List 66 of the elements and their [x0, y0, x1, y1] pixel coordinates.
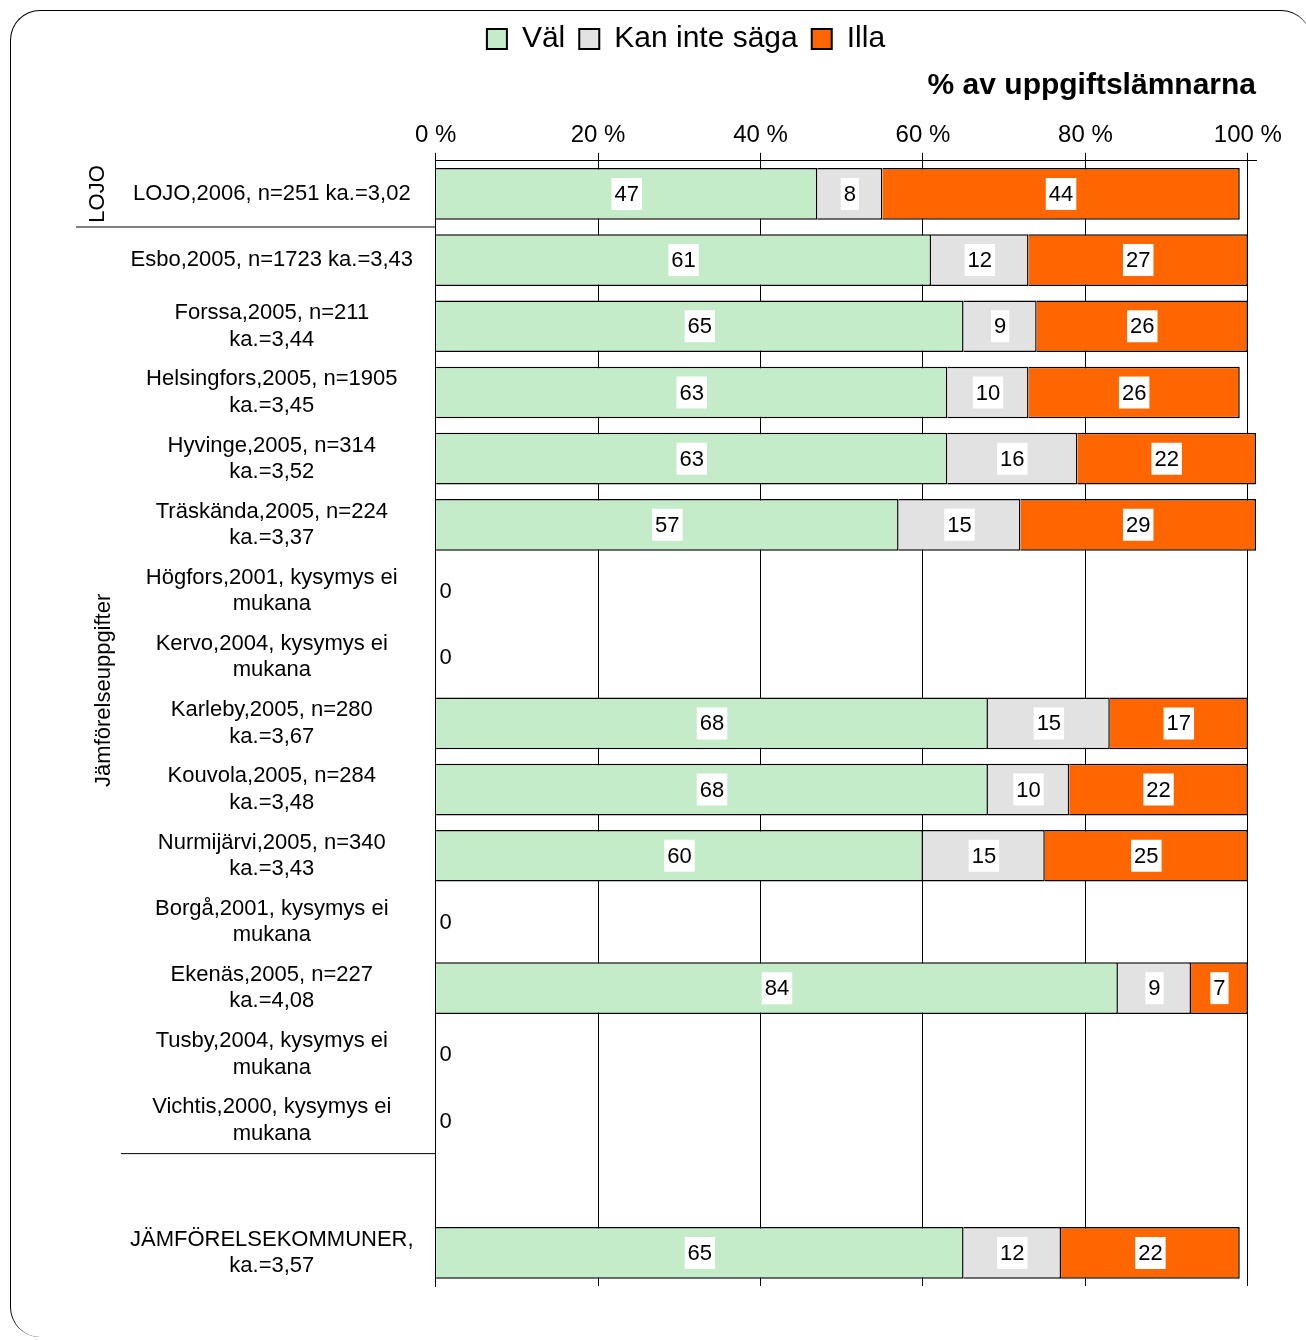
- y-tick-label: Borgå,2001, kysymys ei mukana: [155, 894, 389, 947]
- y-tick-label: Kouvola,2005, n=284 ka.=3,48: [167, 762, 377, 814]
- y-tick-label: Högfors,2001, kysymys ei mukana: [145, 563, 398, 616]
- data-label: 17: [1166, 710, 1192, 736]
- data-label: 15: [1036, 710, 1062, 736]
- data-label: 68: [699, 776, 725, 802]
- data-label: 0: [439, 909, 452, 935]
- data-label: 57: [655, 511, 680, 537]
- data-label: 10: [1016, 776, 1041, 802]
- y-tick-label: Hyvinge,2005, n=314 ka.=3,52: [167, 431, 377, 483]
- y-tick-label: Karleby,2005, n=280 ka.=3,67: [170, 696, 373, 748]
- data-label: 15: [971, 842, 997, 868]
- data-label: 0: [439, 1041, 452, 1067]
- data-label: 25: [1134, 842, 1159, 868]
- y-tick-label: Esbo,2005, n=1723 ka.=3,43: [130, 246, 414, 272]
- y-tick-label: Forssa,2005, n=211 ka.=3,44: [174, 299, 370, 351]
- data-label: 9: [994, 313, 1007, 339]
- y-tick-label: Vichtis,2000, kysymys ei mukana: [152, 1093, 392, 1145]
- data-label: 22: [1146, 776, 1171, 802]
- data-label: 12: [967, 247, 993, 273]
- x-tick-label: 80 %: [1058, 120, 1113, 148]
- x-axis-title: % av uppgiftslämnarna: [927, 67, 1257, 101]
- data-label: 29: [1125, 511, 1151, 537]
- y-tick-label: JÄMFÖRELSEKOMMUNER, ka.=3,57: [129, 1225, 414, 1278]
- y-tick-label: Nurmijärvi,2005, n=340 ka.=3,43: [157, 828, 386, 881]
- y-tick-label: Helsingfors,2005, n=1905 ka.=3,45: [146, 365, 398, 417]
- data-label: 68: [699, 710, 725, 736]
- data-label: 10: [975, 379, 1001, 405]
- data-label: 0: [439, 1107, 452, 1133]
- x-tick-label: 20 %: [570, 120, 626, 148]
- data-label: 26: [1130, 313, 1155, 339]
- data-label: 63: [679, 379, 704, 405]
- data-label: 12: [1000, 1239, 1025, 1265]
- data-label: 44: [1048, 180, 1074, 206]
- data-label: 0: [439, 644, 452, 670]
- y-tick-label: Tusby,2004, kysymys ei mukana: [155, 1027, 388, 1079]
- data-label: 84: [764, 975, 790, 1001]
- legend-label: Illa: [846, 20, 886, 54]
- data-label: 65: [687, 1239, 713, 1265]
- y-tick-label: Träskända,2005, n=224 ka.=3,37: [155, 497, 388, 550]
- data-label: 8: [843, 180, 856, 206]
- data-label: 16: [1000, 445, 1025, 471]
- x-tick-label: 60 %: [895, 120, 951, 148]
- data-label: 7: [1213, 975, 1226, 1001]
- data-label: 9: [1148, 975, 1161, 1001]
- y-tick-label: LOJO,2006, n=251 ka.=3,02: [132, 179, 411, 205]
- text: LOJO: [84, 165, 110, 223]
- data-label: 22: [1138, 1239, 1163, 1265]
- x-tick-label: 0 %: [414, 120, 457, 148]
- data-label: 15: [947, 511, 972, 537]
- data-label: 22: [1154, 445, 1179, 471]
- x-tick-label: 40 %: [733, 120, 788, 148]
- data-label: 26: [1121, 379, 1147, 405]
- legend-label: Kan inte säga: [614, 20, 799, 54]
- data-label: 60: [667, 842, 692, 868]
- data-label: 47: [614, 180, 639, 206]
- y-tick-label: Ekenäs,2005, n=227 ka.=4,08: [170, 961, 374, 1013]
- legend-label: Väl: [521, 20, 566, 54]
- data-label: 61: [671, 247, 696, 273]
- text: Jämförelseuppgifter: [90, 593, 116, 787]
- data-label: 27: [1125, 247, 1151, 273]
- x-tick-label: 100 %: [1213, 120, 1282, 148]
- y-tick-label: Kervo,2004, kysymys ei mukana: [155, 630, 388, 682]
- data-label: 63: [679, 445, 704, 471]
- data-label: 65: [687, 313, 713, 339]
- data-label: 0: [439, 578, 452, 604]
